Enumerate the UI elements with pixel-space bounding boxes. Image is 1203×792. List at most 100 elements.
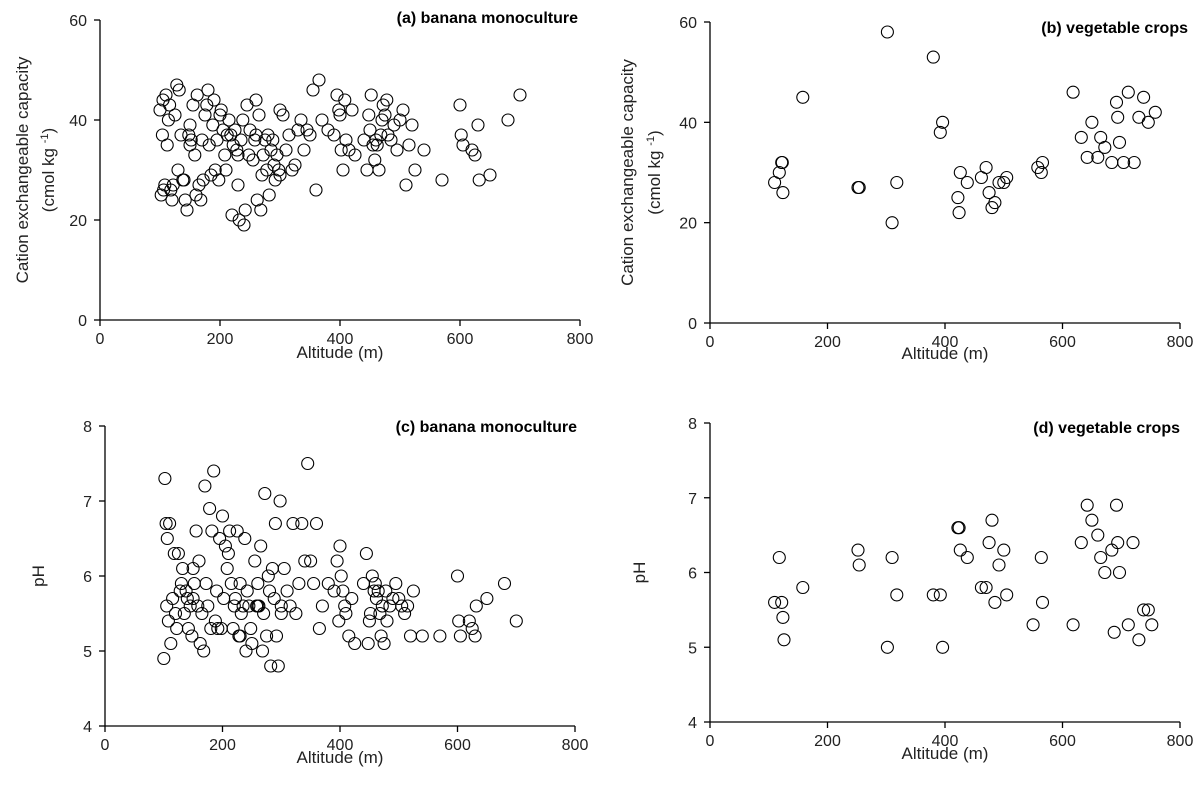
data-point [926, 50, 940, 64]
y-tick-label: 60 [69, 13, 87, 30]
data-point [974, 580, 988, 595]
data-point [207, 93, 221, 107]
x-axis-label: Altitude (m) [297, 343, 384, 362]
data-point [468, 148, 482, 162]
data-point [327, 128, 341, 142]
data-point [885, 550, 899, 565]
data-point [312, 621, 326, 636]
data-point [267, 158, 281, 172]
data-point [363, 606, 378, 621]
data-point [242, 599, 256, 613]
data-point [214, 103, 228, 117]
y-unit-superscript: -1 [645, 136, 657, 146]
panel-title: (b) vegetable crops [1041, 20, 1188, 37]
data-point [212, 173, 226, 187]
data-point [468, 629, 482, 643]
data-point [273, 494, 287, 508]
data-point [453, 629, 467, 643]
data-point [248, 554, 262, 568]
data-point [295, 516, 309, 531]
y-unit-close: ) [645, 130, 664, 136]
data-point [1141, 115, 1155, 129]
data-point [242, 148, 256, 162]
data-point [256, 148, 270, 162]
data-point [401, 599, 415, 613]
data-point [1066, 85, 1080, 99]
data-point [172, 83, 186, 97]
data-point [953, 165, 967, 180]
data-point [890, 175, 904, 190]
x-tick-label: 800 [562, 737, 589, 754]
y-tick-label: 7 [688, 491, 697, 508]
data-point [177, 173, 191, 187]
data-point [218, 148, 232, 162]
data-point [204, 168, 218, 182]
data-point [309, 183, 323, 197]
x-tick-label: 800 [1167, 733, 1194, 750]
data-point [1080, 150, 1094, 164]
data-point [252, 108, 266, 122]
data-point [222, 113, 236, 127]
data-point [775, 155, 789, 170]
data-point [796, 90, 810, 104]
data-point [472, 173, 486, 187]
data-point [392, 591, 406, 606]
data-point [796, 580, 810, 595]
data-point [198, 108, 212, 122]
data-point [191, 599, 205, 613]
data-point [262, 188, 276, 202]
y-tick-label: 0 [78, 313, 87, 330]
data-point [203, 501, 217, 516]
data-point [1109, 95, 1124, 109]
data-point [271, 659, 285, 673]
data-point [1035, 155, 1050, 170]
data-point [772, 550, 786, 565]
y-tick-label: 6 [688, 566, 697, 583]
data-point [453, 98, 467, 112]
data-point [1111, 536, 1125, 550]
data-point [201, 599, 215, 613]
x-tick-label: 200 [814, 334, 841, 351]
data-point [336, 163, 350, 177]
data-point [1074, 130, 1088, 144]
panel-title: (d) vegetable crops [1033, 420, 1180, 437]
data-point [217, 591, 231, 606]
data-point [228, 123, 242, 137]
data-point [164, 636, 178, 651]
data-point [231, 178, 245, 192]
data-point [509, 614, 523, 628]
data-point [251, 576, 265, 591]
data-point [240, 98, 254, 112]
data-point [386, 591, 400, 606]
x-axis-label: Altitude (m) [902, 744, 989, 763]
data-point [992, 175, 1006, 190]
data-point [292, 576, 306, 591]
data-point [371, 584, 385, 598]
data-point [221, 546, 235, 561]
data-point [368, 576, 382, 591]
data-point [245, 636, 259, 651]
data-point [471, 118, 485, 132]
data-point [282, 128, 296, 142]
data-point [1132, 110, 1146, 124]
data-point [338, 93, 352, 107]
data-point [982, 536, 996, 550]
data-point [250, 193, 264, 207]
y-tick-label: 4 [83, 719, 92, 736]
data-point [370, 138, 384, 152]
data-point [1080, 498, 1094, 512]
data-point [189, 188, 203, 202]
data-point [398, 606, 412, 621]
data-point [159, 88, 173, 102]
data-point [1105, 155, 1119, 170]
data-point [992, 558, 1006, 572]
x-tick-label: 200 [814, 733, 841, 750]
data-point [1000, 170, 1014, 185]
data-point [363, 123, 377, 137]
data-point [176, 561, 190, 576]
x-tick-label: 200 [207, 331, 234, 348]
data-point [273, 168, 287, 182]
data-point [240, 584, 254, 598]
data-point [772, 165, 786, 180]
data-point [362, 614, 376, 628]
